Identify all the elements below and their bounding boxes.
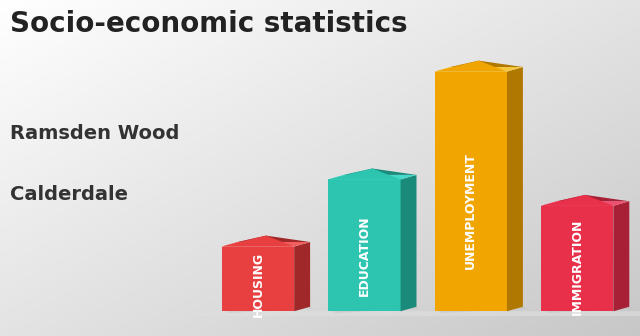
Polygon shape [328,169,401,179]
Text: HOUSING: HOUSING [252,252,264,317]
Polygon shape [541,206,613,311]
Polygon shape [451,60,523,67]
Polygon shape [328,179,401,311]
Polygon shape [541,201,629,206]
Polygon shape [401,175,417,311]
Polygon shape [435,72,507,311]
Polygon shape [435,60,507,72]
Polygon shape [557,195,629,201]
Polygon shape [222,242,310,247]
Polygon shape [225,307,314,313]
Polygon shape [541,195,613,206]
Polygon shape [613,201,629,311]
Polygon shape [222,247,294,311]
Text: Calderdale: Calderdale [10,185,127,204]
Polygon shape [222,236,266,247]
Polygon shape [328,175,417,179]
Text: IMMIGRATION: IMMIGRATION [571,219,584,315]
Polygon shape [545,307,633,313]
Polygon shape [438,307,527,313]
Polygon shape [237,236,310,242]
Polygon shape [435,67,523,72]
Polygon shape [192,311,640,316]
Polygon shape [344,169,417,175]
Polygon shape [507,67,523,311]
Polygon shape [222,236,294,247]
Polygon shape [435,60,479,72]
Text: EDUCATION: EDUCATION [358,216,371,296]
Text: Socio-economic statistics: Socio-economic statistics [10,10,407,38]
Polygon shape [328,169,372,179]
Polygon shape [541,195,585,206]
Polygon shape [332,307,420,313]
Polygon shape [294,242,310,311]
Text: Ramsden Wood: Ramsden Wood [10,124,179,143]
Text: UNEMPLOYMENT: UNEMPLOYMENT [464,152,477,269]
